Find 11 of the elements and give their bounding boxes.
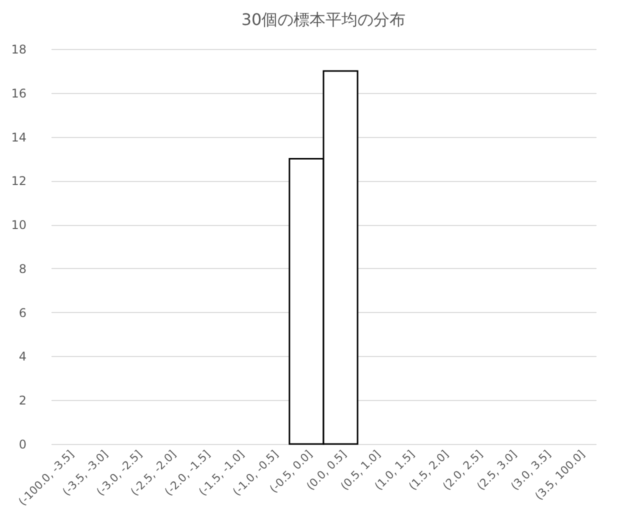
y-tick-label: 18	[11, 42, 26, 56]
y-tick-label: 4	[18, 350, 26, 364]
chart-title: 30個の標本平均の分布	[241, 10, 406, 29]
y-tick-label: 6	[18, 306, 26, 320]
y-tick-label: 10	[11, 218, 26, 232]
y-tick-label: 2	[18, 394, 26, 408]
y-tick-label: 14	[11, 130, 26, 144]
y-tick-label: 16	[11, 86, 26, 100]
y-tick-label: 12	[11, 174, 26, 188]
y-tick-label: 0	[18, 438, 26, 452]
y-tick-label: 8	[18, 262, 26, 276]
